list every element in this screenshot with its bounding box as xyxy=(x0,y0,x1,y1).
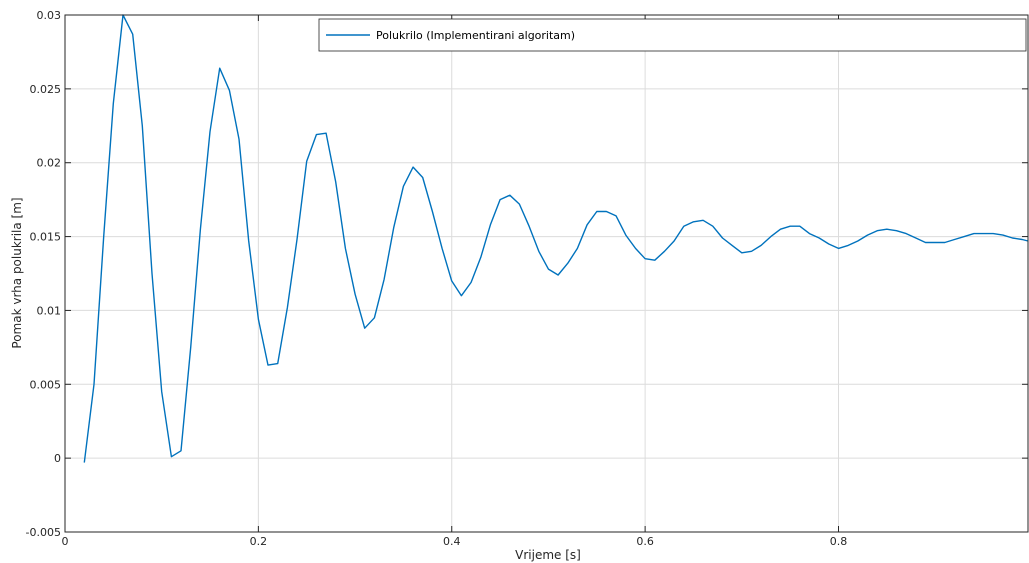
x-tick-label: 0.2 xyxy=(250,535,268,548)
series-layer xyxy=(83,14,1029,463)
plot-frame xyxy=(64,14,1029,533)
y-axis-label: Pomak vrha polukrila [m] xyxy=(10,197,24,348)
legend-box xyxy=(318,18,1027,52)
y-tick-label: 0.03 xyxy=(37,9,62,22)
legend: Polukrilo (Implementirani algoritam) xyxy=(318,18,1027,52)
x-tick-label: 0 xyxy=(62,535,69,548)
plot-area xyxy=(65,15,1028,532)
x-tick-label: 0.4 xyxy=(443,535,461,548)
y-tick-label: 0.02 xyxy=(37,157,62,170)
tick-labels: 0 0.2 0.4 0.6 0.8-0.00500.0050.010.0150.020.… xyxy=(26,9,848,548)
legend-entry-label: Polukrilo (Implementirani algoritam) xyxy=(376,29,575,42)
x-tick-label: 0.8 xyxy=(830,535,848,548)
x-axis-label: Vrijeme [s] xyxy=(515,548,581,562)
y-tick-label: 0.015 xyxy=(30,231,62,244)
y-tick-label: 0 xyxy=(54,452,61,465)
y-tick-label: 0.025 xyxy=(30,83,62,96)
y-tick-label: 0.005 xyxy=(30,378,62,391)
y-tick-label: -0.005 xyxy=(26,526,61,539)
y-tick-label: 0.01 xyxy=(37,304,62,317)
x-tick-label: 0.6 xyxy=(636,535,654,548)
series-line xyxy=(83,14,1029,463)
